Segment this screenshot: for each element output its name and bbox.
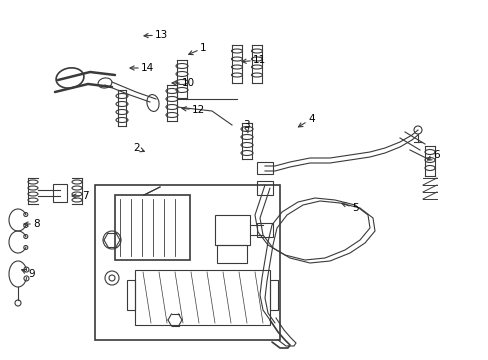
Bar	[257, 162, 272, 174]
Text: 6: 6	[427, 150, 439, 160]
Bar	[95, 185, 280, 340]
Text: 3: 3	[243, 120, 249, 133]
Bar	[135, 270, 269, 325]
Text: 8: 8	[24, 219, 40, 229]
Text: 9: 9	[21, 269, 35, 279]
Bar	[127, 280, 135, 310]
Text: 5: 5	[341, 203, 358, 213]
Text: 13: 13	[144, 30, 168, 40]
Text: 2: 2	[133, 143, 144, 153]
Bar	[217, 245, 246, 263]
Bar	[115, 195, 190, 260]
Text: 14: 14	[130, 63, 154, 73]
Bar	[53, 184, 67, 202]
Text: 4: 4	[298, 114, 314, 127]
Bar	[269, 280, 278, 310]
Bar	[257, 181, 272, 195]
Text: 1: 1	[188, 43, 206, 55]
Bar	[215, 215, 249, 245]
Text: 12: 12	[182, 105, 205, 115]
Text: 10: 10	[172, 78, 195, 88]
Bar	[257, 223, 272, 237]
Text: 7: 7	[72, 191, 88, 201]
Text: 11: 11	[242, 55, 265, 65]
